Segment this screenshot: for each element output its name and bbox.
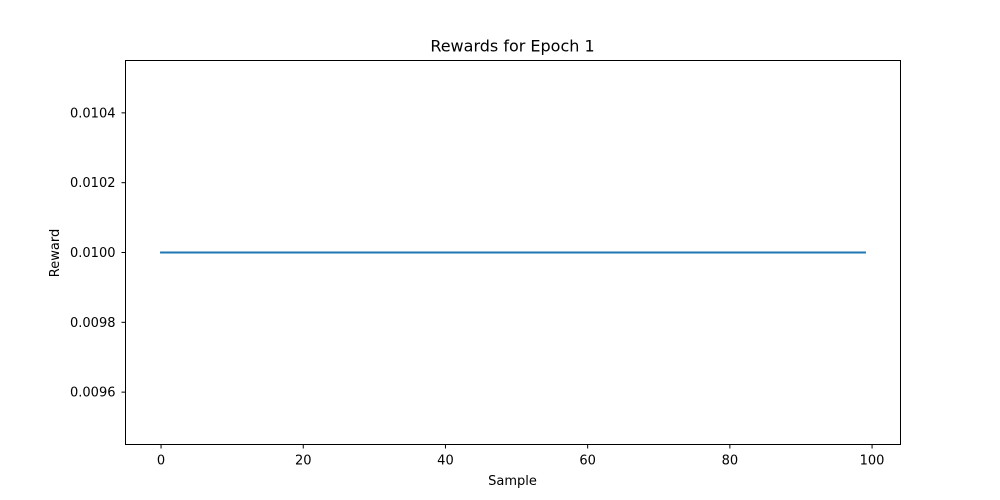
y-tick-label: 0.0096 [70, 386, 116, 401]
y-axis-ticks: 0.0096 0.0098 0.0100 0.0102 0.0104 [70, 106, 126, 401]
y-axis-label: Reward [48, 229, 63, 277]
y-tick-label: 0.0098 [70, 316, 116, 331]
y-tick-label: 0.0104 [70, 106, 116, 121]
x-tick-label: 40 [437, 454, 454, 469]
y-tick-label: 0.0100 [70, 246, 116, 261]
x-tick-label: 0 [157, 454, 165, 469]
plot-frame [125, 60, 901, 445]
x-tick-label: 80 [722, 454, 739, 469]
x-tick-label: 60 [579, 454, 596, 469]
x-axis-ticks: 0 20 40 60 80 100 [157, 444, 885, 469]
x-tick-label: 100 [860, 454, 885, 469]
y-tick-label: 0.0102 [70, 176, 116, 191]
chart-title: Rewards for Epoch 1 [430, 37, 594, 56]
x-tick-label: 20 [295, 454, 312, 469]
x-axis-label: Sample [488, 474, 537, 489]
